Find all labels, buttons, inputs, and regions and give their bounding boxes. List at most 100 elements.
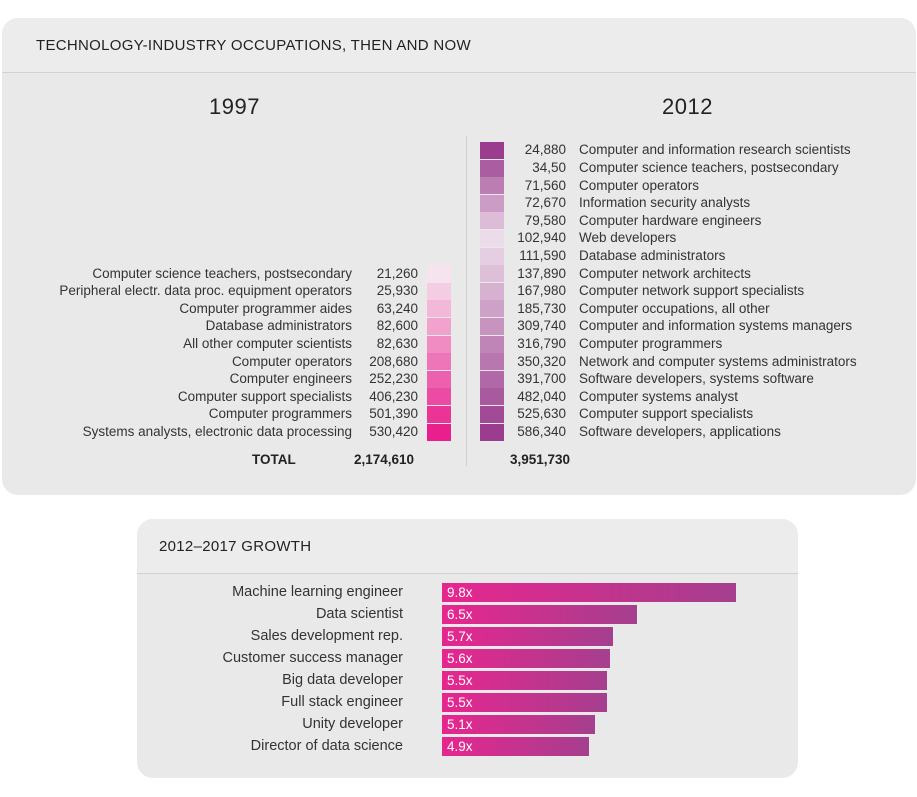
row-2012-color-cell — [480, 370, 504, 388]
row-2012-value: 185,730 — [517, 300, 566, 316]
row-2012-label: Software developers, systems software — [579, 371, 814, 387]
row-2012-label: Computer support specialists — [579, 406, 754, 422]
total-2012: 3,951,730 — [510, 452, 571, 467]
row-1997-color-cell — [427, 370, 451, 388]
growth-bar — [442, 671, 607, 690]
occupations-panel: TECHNOLOGY-INDUSTRY OCCUPATIONS, THEN AN… — [2, 18, 916, 495]
growth-bar-value: 5.5x — [447, 673, 473, 688]
growth-bar-value: 5.5x — [447, 695, 473, 710]
row-2012-color-cell — [480, 141, 504, 159]
row-1997-label: Database administrators — [205, 318, 352, 334]
row-1997-value: 530,420 — [369, 424, 418, 439]
row-2012-color-cell — [480, 194, 504, 212]
row-2012-label: Computer operators — [579, 177, 700, 193]
growth-bar-value: 9.8x — [447, 585, 473, 600]
row-1997-label: All other computer scientists — [183, 336, 352, 351]
row-2012-color-cell — [480, 265, 504, 283]
growth-category-label: Full stack engineer — [281, 694, 403, 710]
row-1997-value: 82,630 — [376, 336, 418, 351]
row-2012-label: Computer systems analyst — [579, 388, 739, 404]
row-2012-value: 525,630 — [517, 406, 566, 422]
row-1997-color-cell — [427, 388, 451, 406]
row-2012-color-cell — [480, 212, 504, 230]
growth-bar-value: 5.1x — [447, 717, 473, 732]
growth-bar-value: 5.7x — [447, 629, 473, 644]
row-2012-color-cell — [480, 388, 504, 406]
total-1997: 2,174,610 — [354, 452, 415, 467]
row-2012-color-cell — [480, 353, 504, 371]
row-2012-value: 24,880 — [524, 142, 566, 158]
row-2012-value: 72,670 — [524, 195, 566, 211]
row-1997-color-cell — [427, 300, 451, 318]
row-1997-label: Peripheral electr. data proc. equipment … — [59, 283, 352, 299]
row-2012-label: Computer occupations, all other — [579, 300, 770, 316]
row-1997-label: Computer support specialists — [177, 388, 352, 404]
growth-title: 2012–2017 GROWTH — [159, 538, 312, 555]
growth-bar-value: 5.6x — [447, 651, 473, 666]
row-1997-color-cell — [427, 265, 451, 283]
growth-panel: 2012–2017 GROWTH Machine learning engine… — [137, 519, 798, 778]
growth-bar — [442, 627, 613, 646]
row-2012-label: Database administrators — [579, 248, 726, 263]
row-2012-value: 482,040 — [517, 388, 566, 404]
row-2012-color-cell — [480, 177, 504, 195]
row-2012-label: Computer and information systems manager… — [579, 318, 853, 334]
growth-category-label: Customer success manager — [222, 650, 403, 666]
growth-category-label: Data scientist — [315, 606, 403, 622]
row-2012-value: 316,790 — [517, 336, 566, 351]
row-1997-value: 63,240 — [376, 300, 418, 316]
growth-category-label: Sales development rep. — [250, 628, 403, 644]
chart-title: TECHNOLOGY-INDUSTRY OCCUPATIONS, THEN AN… — [36, 37, 471, 54]
row-1997-label: Systems analysts, electronic data proces… — [82, 424, 352, 439]
row-1997-value: 501,390 — [369, 406, 418, 422]
row-1997-value: 21,260 — [376, 265, 418, 281]
row-2012-color-cell — [480, 405, 504, 423]
row-2012-value: 102,940 — [517, 230, 566, 246]
row-1997-label: Computer programmer aides — [179, 300, 352, 316]
row-1997-color-cell — [427, 335, 451, 353]
row-2012-value: 309,740 — [517, 318, 566, 334]
row-2012-value: 586,340 — [517, 424, 566, 439]
row-2012-label: Software developers, applications — [579, 424, 781, 439]
growth-bar — [442, 693, 607, 712]
row-1997-value: 252,230 — [369, 371, 418, 387]
growth-bar — [442, 605, 637, 624]
row-1997-label: Computer programmers — [208, 406, 352, 422]
row-2012-label: Computer hardware engineers — [579, 212, 762, 228]
row-2012-value: 167,980 — [517, 283, 566, 299]
occupations-header: TECHNOLOGY-INDUSTRY OCCUPATIONS, THEN AN… — [2, 18, 916, 73]
row-1997-value: 25,930 — [376, 283, 418, 299]
row-2012-label: Computer programmers — [579, 336, 723, 351]
row-2012-color-cell — [480, 282, 504, 300]
row-2012-color-cell — [480, 229, 504, 247]
growth-bar-value: 4.9x — [447, 739, 473, 754]
year-1997-heading: 1997 — [209, 94, 260, 119]
growth-category-label: Big data developer — [282, 672, 403, 688]
row-2012-value: 34,50 — [532, 160, 566, 175]
row-2012-value: 350,320 — [517, 353, 566, 369]
row-2012-label: Information security analysts — [579, 195, 751, 211]
growth-category-label: Unity developer — [302, 716, 403, 732]
year-2012-heading: 2012 — [662, 94, 713, 119]
row-1997-label: Computer science teachers, postsecondary — [92, 265, 352, 281]
row-1997-color-cell — [427, 353, 451, 371]
growth-header: 2012–2017 GROWTH — [137, 519, 798, 574]
row-2012-color-cell — [480, 247, 504, 265]
growth-category-label: Machine learning engineer — [232, 584, 403, 600]
growth-category-label: Director of data science — [250, 738, 403, 754]
row-2012-color-cell — [480, 423, 504, 441]
total-label: TOTAL — [252, 452, 296, 467]
row-1997-value: 406,230 — [369, 388, 418, 404]
growth-bar — [442, 583, 736, 602]
row-2012-value: 111,590 — [519, 248, 566, 263]
column-divider — [466, 136, 467, 466]
row-2012-label: Computer and information research scient… — [579, 142, 851, 158]
growth-bar — [442, 715, 595, 734]
row-2012-color-cell — [480, 300, 504, 318]
row-2012-value: 79,580 — [524, 212, 566, 228]
growth-bar — [442, 649, 610, 668]
row-1997-label: Computer engineers — [229, 371, 352, 387]
row-1997-color-cell — [427, 423, 451, 441]
row-2012-color-cell — [480, 159, 504, 177]
row-2012-value: 137,890 — [517, 265, 566, 281]
